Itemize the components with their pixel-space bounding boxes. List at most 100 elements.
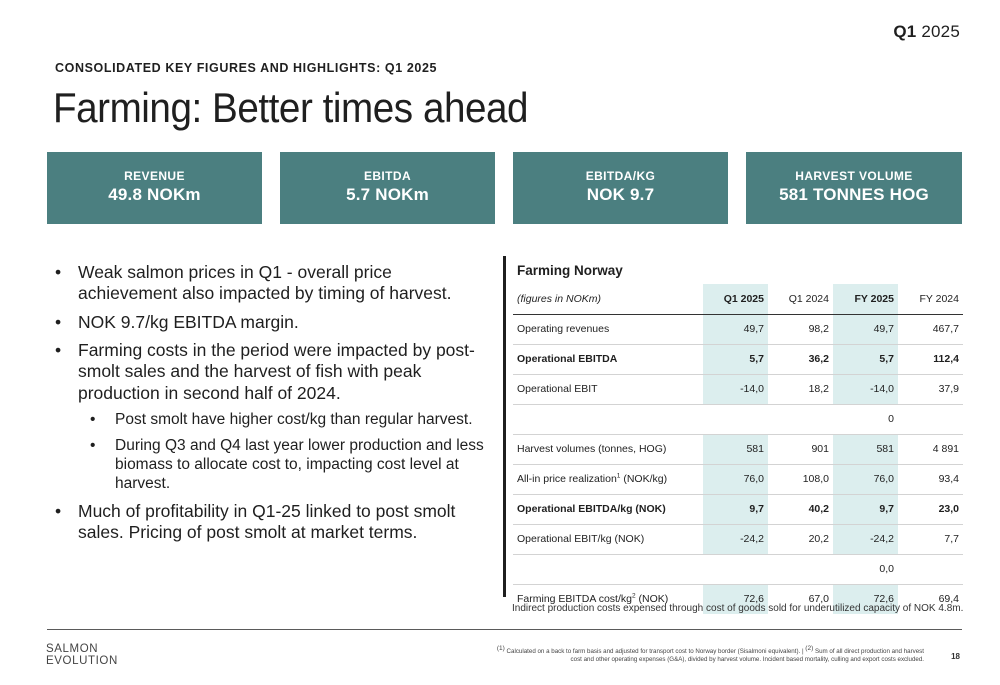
row-label: Operational EBITDA/kg (NOK) <box>513 494 703 525</box>
footer-divider <box>47 629 962 630</box>
cell: 37,9 <box>898 374 963 405</box>
cell: -14,0 <box>833 374 898 405</box>
figures-table: (figures in NOKm) Q1 2025 Q1 2024 FY 202… <box>513 284 963 614</box>
sub-bullet-item: Post smolt have higher cost/kg than regu… <box>55 411 495 430</box>
table-row: All-in price realization1 (NOK/kg) 76,0 … <box>513 464 963 495</box>
table-header-row: (figures in NOKm) Q1 2025 Q1 2024 FY 202… <box>513 284 963 315</box>
cell <box>703 404 768 435</box>
table-row: Harvest volumes (tonnes, HOG) 581 901 58… <box>513 434 963 465</box>
cell: -24,2 <box>703 524 768 555</box>
kpi-value: 581 TONNES HOG <box>779 185 929 204</box>
page-number: 18 <box>951 652 960 661</box>
cell: -24,2 <box>833 524 898 555</box>
header-cell: FY 2024 <box>898 284 963 315</box>
highlights-list: Weak salmon prices in Q1 - overall price… <box>55 262 495 550</box>
kpi-label: EBITDA/KG <box>585 169 656 183</box>
cell: 23,0 <box>898 494 963 525</box>
table-row: Operational EBITDA 5,7 36,2 5,7 112,4 <box>513 344 963 375</box>
kpi-value: 49.8 NOKm <box>108 185 201 204</box>
row-label <box>513 404 703 435</box>
cell: 36,2 <box>768 344 833 375</box>
table-row: Operational EBITDA/kg (NOK) 9,7 40,2 9,7… <box>513 494 963 525</box>
cell: 581 <box>703 434 768 465</box>
table-row: Operational EBIT/kg (NOK) -24,2 20,2 -24… <box>513 524 963 555</box>
cell: 467,7 <box>898 314 963 345</box>
kpi-strip: REVENUE 49.8 NOKm EBITDA 5.7 NOKm EBITDA… <box>47 152 962 224</box>
cell: 67,0 <box>808 593 829 606</box>
bullet-item: Much of profitability in Q1-25 linked to… <box>55 501 495 544</box>
table-row: Operating revenues 49,7 98,2 49,7 467,7 <box>513 314 963 345</box>
cell: 108,0 <box>768 464 833 495</box>
cell: 49,7 <box>703 314 768 345</box>
cell <box>703 554 768 585</box>
row-label: Operational EBIT/kg (NOK) <box>513 524 703 555</box>
cell <box>898 404 963 435</box>
header-cell: Q1 2025 <box>703 284 768 315</box>
kpi-harvest-volume: HARVEST VOLUME 581 TONNES HOG <box>746 152 962 224</box>
footnote-mark: 1 <box>616 472 621 480</box>
kpi-value: NOK 9.7 <box>586 185 655 204</box>
kpi-ebitda: EBITDA 5.7 NOKm <box>280 152 495 224</box>
cell: 5,7 <box>703 344 768 375</box>
cell: 49,7 <box>833 314 898 345</box>
cell <box>768 554 833 585</box>
cell: 18,2 <box>768 374 833 405</box>
cell: 112,4 <box>898 344 963 375</box>
cell: 98,2 <box>768 314 833 345</box>
cell: 9,7 <box>833 494 898 525</box>
cell: 76,0 <box>833 464 898 495</box>
cell: 581 <box>833 434 898 465</box>
sub-bullet-item: During Q3 and Q4 last year lower product… <box>55 437 495 494</box>
kpi-label: REVENUE <box>124 169 185 183</box>
bullet-item: NOK 9.7/kg EBITDA margin. <box>55 312 495 334</box>
row-label: All-in price realization1 (NOK/kg) <box>513 464 703 495</box>
table-title: Farming Norway <box>517 263 623 278</box>
table-row: Farming EBITDA cost/kg2 (NOK) 72,6 67,0 … <box>513 584 963 614</box>
row-label: Operational EBIT <box>513 374 703 405</box>
cell: 7,7 <box>898 524 963 555</box>
cell: 40,2 <box>768 494 833 525</box>
cell <box>898 554 963 585</box>
kpi-label: HARVEST VOLUME <box>795 169 913 183</box>
cell: 9,7 <box>703 494 768 525</box>
cell: 4 891 <box>898 434 963 465</box>
row-label: Farming EBITDA cost/kg2 (NOK) <box>517 592 669 606</box>
kpi-ebitda-per-kg: EBITDA/KG NOK 9.7 <box>513 152 728 224</box>
footnote-mark: 2 <box>631 592 636 600</box>
table-accent-bar <box>503 256 506 597</box>
header-cell: (figures in NOKm) <box>513 284 703 315</box>
row-label <box>513 554 703 585</box>
cell: 76,0 <box>703 464 768 495</box>
table-note: Indirect production costs expensed throu… <box>512 603 964 614</box>
kpi-value: 5.7 NOKm <box>346 185 429 204</box>
table-row: Operational EBIT -14,0 18,2 -14,0 37,9 <box>513 374 963 405</box>
row-label: Harvest volumes (tonnes, HOG) <box>513 434 703 465</box>
cell: 69,4 <box>938 593 959 606</box>
cell: 5,7 <box>833 344 898 375</box>
footnotes: (1) Calculated on a back to farm basis a… <box>496 644 924 663</box>
kpi-label: EBITDA <box>363 169 412 183</box>
cell: 72,6 <box>703 584 768 614</box>
company-logo: SALMON EVOLUTION <box>46 643 118 667</box>
cell: 20,2 <box>768 524 833 555</box>
row-label: Operating revenues <box>513 314 703 345</box>
quarter-label: Q1 2025 <box>893 22 960 41</box>
row-label: Operational EBITDA <box>513 344 703 375</box>
header-cell: FY 2025 <box>833 284 898 315</box>
cell: -14,0 <box>703 374 768 405</box>
section-kicker: CONSOLIDATED KEY FIGURES AND HIGHLIGHTS:… <box>55 61 438 75</box>
cell: 901 <box>768 434 833 465</box>
header-cell: Q1 2024 <box>768 284 833 315</box>
cell: 0,0 <box>833 554 898 585</box>
table-row: 0 <box>513 404 963 435</box>
cell <box>768 404 833 435</box>
kpi-revenue: REVENUE 49.8 NOKm <box>47 152 262 224</box>
table-row: 0,0 <box>513 554 963 585</box>
bullet-item: Weak salmon prices in Q1 - overall price… <box>55 262 495 305</box>
cell: 72,6 <box>833 584 898 614</box>
page-title: Farming: Better times ahead <box>53 84 529 131</box>
bullet-item: Farming costs in the period were impacte… <box>55 340 495 404</box>
cell: 0 <box>833 404 898 435</box>
farming-norway-table: Farming Norway (figures in NOKm) Q1 2025… <box>513 256 963 614</box>
cell: 93,4 <box>898 464 963 495</box>
